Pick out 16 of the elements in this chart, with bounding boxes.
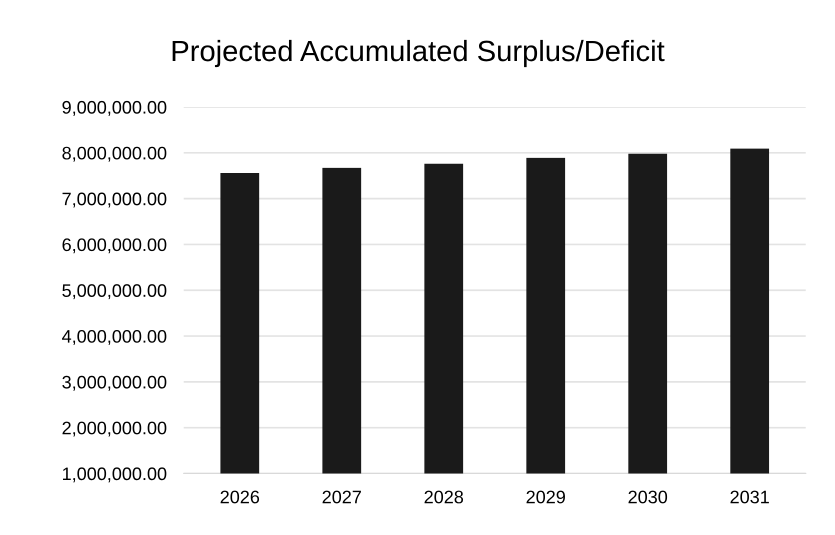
x-tick-label: 2026 xyxy=(220,490,260,504)
y-tick-label: 8,000,000.00 xyxy=(62,146,166,162)
y-tick-label: 4,000,000.00 xyxy=(62,330,166,345)
y-tick-label: 9,000,000.00 xyxy=(62,100,166,116)
y-tick-label: 6,000,000.00 xyxy=(62,238,166,254)
x-tick-label: 2030 xyxy=(628,490,668,504)
y-tick-label: 7,000,000.00 xyxy=(62,192,166,208)
y-tick-label: 3,000,000.00 xyxy=(62,376,166,391)
x-tick-label: 2028 xyxy=(424,490,464,504)
y-tick-label: 5,000,000.00 xyxy=(62,284,166,300)
x-tick-label: 2027 xyxy=(322,490,361,504)
y-tick-label: 2,000,000.00 xyxy=(62,422,166,437)
chart-title: Projected Accumulated Surplus/Deficit xyxy=(172,40,665,68)
y-tick-label: 1,000,000.00 xyxy=(62,467,166,482)
x-tick-label: 2029 xyxy=(526,490,565,504)
x-tick-label: 2031 xyxy=(730,490,769,504)
